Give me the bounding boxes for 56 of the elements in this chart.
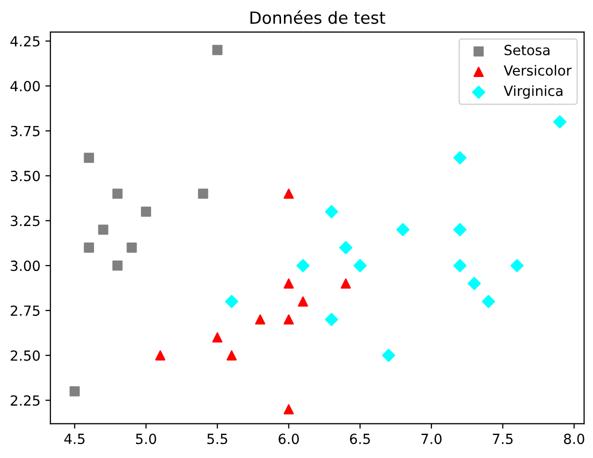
- legend-label: Setosa: [504, 44, 550, 56]
- y-tick-label: 3.25: [10, 216, 40, 226]
- point: [112, 188, 123, 199]
- y-tick-label: 3.50: [10, 170, 40, 182]
- x-tick-label: 6.0: [278, 434, 299, 444]
- point: [255, 314, 266, 325]
- point: [453, 223, 467, 236]
- y-tick-label: 3.00: [10, 260, 40, 272]
- y-tick-label: 2.25: [10, 395, 40, 406]
- point: [112, 260, 123, 271]
- point: [453, 151, 467, 164]
- y-tick-label: 4.25: [10, 36, 40, 47]
- point: [226, 350, 237, 360]
- point: [340, 278, 351, 289]
- point: [339, 241, 352, 254]
- point: [553, 115, 566, 128]
- legend-label: Versicolor: [504, 64, 572, 76]
- point: [482, 294, 496, 308]
- y-tick-label: 2.75: [10, 305, 40, 316]
- point: [126, 242, 137, 253]
- point: [296, 258, 310, 272]
- point: [140, 206, 152, 217]
- point: [212, 332, 222, 343]
- point: [284, 188, 294, 199]
- point: [324, 312, 338, 326]
- point: [284, 404, 294, 414]
- point: [98, 224, 108, 235]
- point: [510, 258, 524, 272]
- point: [284, 314, 294, 325]
- point: [382, 348, 396, 362]
- point: [298, 296, 308, 307]
- point: [453, 258, 467, 272]
- y-tick-label: 3.75: [10, 126, 40, 136]
- point: [84, 152, 94, 163]
- x-tick-label: 5.0: [136, 434, 156, 444]
- point: [396, 223, 410, 236]
- x-tick-label: 6.5: [350, 434, 370, 444]
- x-tick-label: 4.5: [64, 434, 84, 444]
- y-tick-label: 4.00: [10, 80, 40, 92]
- x-tick-label: 7.5: [492, 434, 513, 444]
- point: [284, 278, 294, 289]
- chart-title: Données de test: [250, 10, 386, 24]
- x-tick-label: 8.0: [564, 434, 584, 444]
- point: [155, 350, 166, 360]
- point: [353, 258, 367, 272]
- y-tick-label: 2.50: [10, 350, 40, 361]
- x-tick-label: 7.0: [422, 434, 442, 444]
- point: [225, 294, 238, 308]
- point: [70, 386, 80, 396]
- point: [212, 44, 222, 56]
- point: [468, 276, 481, 290]
- legend-label: Virginica: [504, 85, 562, 99]
- point: [324, 205, 338, 218]
- x-tick-label: 5.5: [207, 434, 228, 444]
- point: [84, 242, 94, 253]
- point: [198, 188, 208, 199]
